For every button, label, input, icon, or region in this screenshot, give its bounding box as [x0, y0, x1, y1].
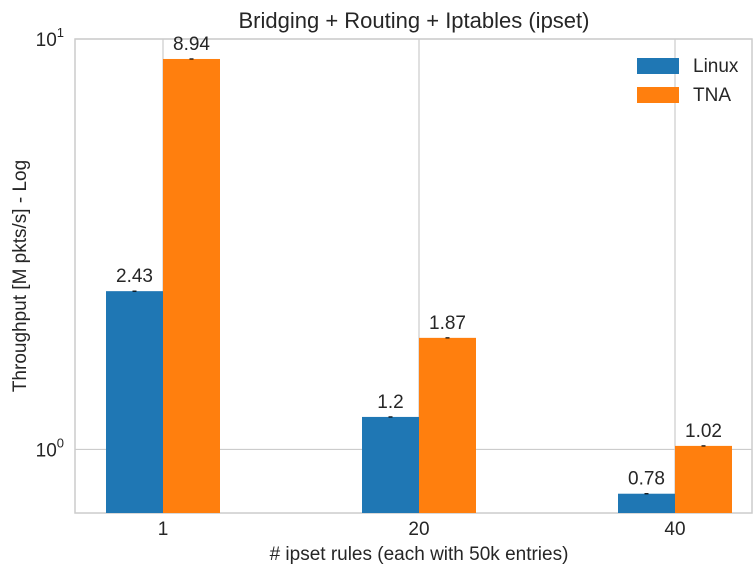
- data-label: 2.43: [116, 266, 153, 287]
- data-label: 1.02: [685, 421, 722, 442]
- data-label: 0.78: [628, 469, 665, 490]
- bar-tna-20: [419, 337, 476, 513]
- x-ticks: 1 20 40: [158, 519, 686, 540]
- y-tick-label: 100: [36, 435, 64, 461]
- bar-linux-1: [106, 291, 163, 513]
- legend-label-tna: TNA: [693, 85, 731, 106]
- chart-title: Bridging + Routing + Iptables (ipset): [239, 8, 590, 33]
- bar-linux-20: [362, 416, 419, 513]
- legend-swatch-linux: [637, 58, 679, 74]
- x-tick-label: 1: [158, 519, 169, 540]
- data-label: 1.2: [377, 392, 403, 413]
- legend-label-linux: Linux: [693, 56, 739, 77]
- data-labels: 2.43 1.2 0.78 8.94 1.87 1.02: [116, 34, 722, 490]
- data-label: 1.87: [429, 313, 466, 334]
- y-axis-label: Throughput [M pkts/s] - Log: [10, 160, 31, 392]
- y-tick-label: 101: [36, 25, 64, 51]
- y-ticks: 100 101: [36, 25, 64, 461]
- bar-linux-40: [618, 493, 675, 513]
- bars: [106, 58, 732, 514]
- x-axis-label: # ipset rules (each with 50k entries): [270, 544, 569, 565]
- legend: Linux TNA: [637, 56, 739, 106]
- data-label: 8.94: [173, 34, 210, 55]
- legend-swatch-tna: [637, 87, 679, 103]
- x-tick-label: 20: [408, 519, 429, 540]
- x-tick-label: 40: [664, 519, 685, 540]
- bar-tna-1: [163, 58, 220, 514]
- bar-tna-40: [675, 445, 732, 513]
